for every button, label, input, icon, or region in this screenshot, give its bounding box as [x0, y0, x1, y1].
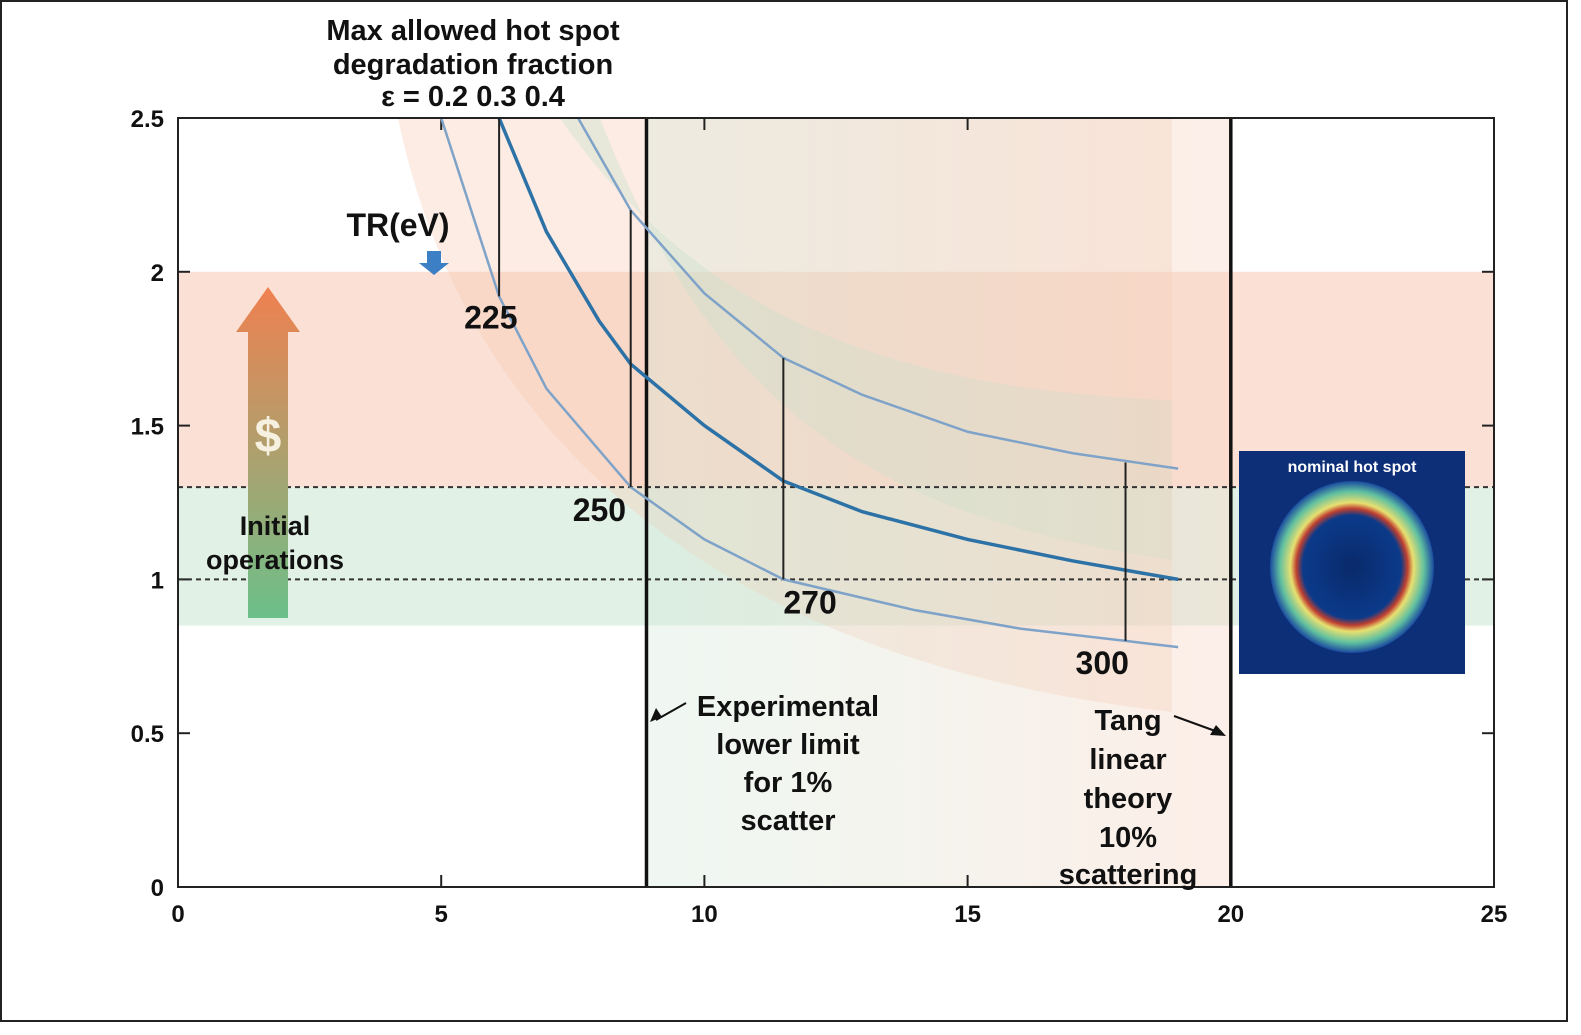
annotation: theory: [1084, 783, 1173, 815]
annotation: Initial: [240, 511, 311, 541]
tr-arrow: [419, 251, 449, 275]
hot-spot: [1270, 481, 1434, 653]
annotation-arrow: [1210, 725, 1226, 736]
y-tick-label: 0.5: [131, 721, 164, 748]
x-tick-label: 25: [1481, 901, 1508, 928]
inset: nominal hot spot: [1239, 451, 1465, 674]
annotation: for 1%: [744, 767, 833, 799]
tr-value-label: 250: [573, 492, 626, 528]
title: ε = 0.2 0.3 0.4: [381, 81, 565, 113]
curve: [440, 117, 1179, 649]
curve: [497, 117, 1179, 582]
annotation: linear: [1089, 744, 1166, 776]
x-tick-label: 5: [435, 901, 448, 928]
annotation: Tang: [1094, 705, 1161, 737]
y-tick-label: 2.5: [131, 106, 164, 133]
x-tick-label: 15: [954, 901, 981, 928]
annotation: Experimental: [697, 691, 879, 723]
y-tick-label: 1: [151, 567, 164, 594]
cost-arrow: [236, 287, 300, 618]
tr-value-label: 225: [464, 299, 517, 335]
annotation: scattering: [1059, 859, 1198, 891]
curve: [576, 117, 1179, 470]
annotation-arrow: [650, 708, 662, 722]
x-tick-label: 10: [691, 901, 718, 928]
tr-value-label: 300: [1076, 645, 1129, 681]
annotation: operations: [206, 545, 344, 575]
annotation-arrow: [1173, 715, 1219, 733]
x-tick-label: 0: [171, 901, 184, 928]
annotation: lower limit: [716, 729, 860, 761]
annotation: scatter: [740, 805, 835, 837]
tr-value-label: 270: [783, 584, 836, 620]
y-tick-label: 0: [151, 875, 164, 902]
y-tick-label: 2: [151, 260, 164, 287]
x-tick-label: 20: [1217, 901, 1244, 928]
annotation: 10%: [1099, 822, 1157, 854]
plot-frame: [177, 117, 1495, 888]
inset-title: nominal hot spot: [1288, 459, 1418, 476]
title: Max allowed hot spot: [326, 15, 620, 47]
y-tick-label: 1.5: [131, 414, 164, 441]
dollar: $: [255, 410, 282, 463]
title: degradation fraction: [333, 49, 613, 81]
tr-label: TR(eV): [346, 207, 449, 243]
range-shade: [646, 118, 1229, 887]
